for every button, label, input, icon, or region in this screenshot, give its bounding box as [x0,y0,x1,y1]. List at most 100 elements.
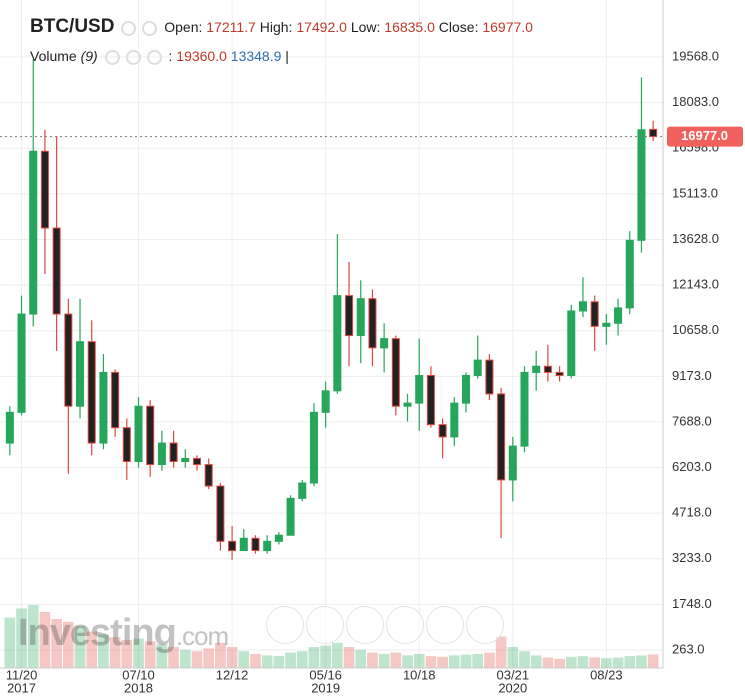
last-price-box [667,126,743,147]
candle-body [426,374,435,426]
candle-body [380,338,389,349]
candle-body [368,298,377,349]
volume-bar [332,642,343,668]
high-value: 17492.0 [296,19,347,35]
volume-bar [179,649,191,668]
volume-bar [226,647,238,668]
volume-bar [191,651,203,668]
volume-bar [16,608,27,668]
volume-ma: 13348.9 [230,48,282,64]
x-tick-label: 11/20 [6,667,38,682]
nav-button[interactable] [266,606,304,644]
nav-button[interactable] [306,606,344,644]
volume-bar [367,652,378,668]
candle-body [122,427,131,462]
x-tick-label: 07/10 [122,667,155,682]
volume-bar [156,644,168,668]
candle-body [17,313,26,413]
candle-body [356,298,365,337]
volume-bar [437,656,448,668]
x-year-label: 2019 [311,680,340,695]
nav-button[interactable] [426,606,464,644]
open-label: Open: [164,19,203,35]
nav-button[interactable] [466,606,504,644]
watermark: Investing.com [18,612,229,655]
y-tick-label: 3233.0 [672,550,712,565]
candle-body [333,295,342,392]
candle-body [543,365,552,373]
x-tick-label: 10/18 [403,667,436,682]
volume-bar [402,655,413,668]
volume-bar [168,647,179,668]
volume-bar [507,647,519,668]
candle-body [76,341,85,407]
header: BTC/USD Open: 17211.7 High: 17492.0 Low:… [30,16,533,38]
volume-bar [4,617,16,668]
y-tick-label: 13628.0 [672,231,719,246]
y-tick-label: 1748.0 [672,596,712,611]
candle-body [473,359,482,376]
volume-bar [203,648,215,668]
volume-period: (9) [80,48,98,64]
y-tick-label: 10658.0 [672,322,719,337]
candle-body [567,310,576,376]
candle-body [134,405,143,462]
x-year-label: 2020 [498,680,527,695]
volume-bar [413,654,425,668]
candle-body [309,411,318,484]
candle-body [450,402,459,438]
volume-bar [530,655,542,668]
y-tick-label: 15113.0 [672,185,718,200]
plot-background [0,0,663,668]
x-year-label: 2017 [7,680,36,695]
volume-bar [636,655,647,668]
volume-bar [109,637,121,668]
volume-bar [448,655,460,668]
volume-bar [378,654,390,668]
title: BTC/USD [30,16,115,37]
volume-bar [320,645,331,668]
x-tick-label: 08/23 [590,667,623,682]
y-tick-label: 12143.0 [672,277,719,292]
low-value: 16835.0 [384,19,435,35]
candle-body [274,534,283,542]
candle-body [415,374,424,404]
volume-bar [238,651,250,668]
candle-body [146,405,155,466]
candle-body [462,374,471,404]
volume-bar [519,651,530,668]
volume-bar [612,657,624,668]
candle-body [345,295,354,337]
volume-bar [51,619,62,668]
candle-body [228,540,237,552]
volume-bar [542,657,554,668]
low-label: Low: [350,19,381,35]
candle-body [52,227,61,315]
candle-body [40,150,49,229]
separator: | [285,48,289,64]
nav-button[interactable] [386,606,424,644]
volume-bar [460,654,472,668]
volume-bar [133,638,144,668]
volume-legend: Volume (9) : 19360.0 13348.9 | [30,48,289,65]
volume-bar [647,654,659,668]
x-tick-label: 03/21 [497,667,530,682]
volume-bar [285,652,296,668]
volume-bar [472,654,484,668]
candle-body [497,393,506,481]
candle-body [286,497,295,536]
candle-body [438,424,447,438]
candle-body [637,129,646,241]
volume-bar [343,647,355,668]
candle-body [555,371,564,376]
x-tick-label: 05/16 [309,667,342,682]
volume-label: Volume [30,48,77,64]
nav-button[interactable] [346,606,384,644]
x-tick-label: 12/12 [216,667,249,682]
candle-body [99,371,108,444]
candle-body [5,411,14,444]
volume-bar [484,652,495,668]
candle-body [169,442,178,462]
candle-body [251,537,260,552]
